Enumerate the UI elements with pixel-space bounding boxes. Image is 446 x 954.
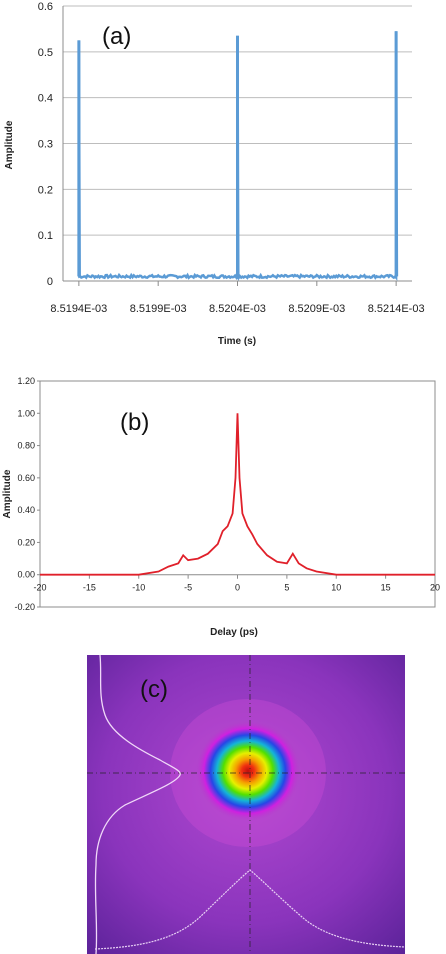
b-xtick-label: -15 bbox=[83, 583, 96, 593]
chart-b: 1.20 1.00 0.80 0.60 0.40 0.20 0.00 -0.20 -20 -15… bbox=[2, 376, 440, 638]
a-xtick-label: 8.5194E-03 bbox=[50, 303, 107, 315]
a-xtick-label: 8.5204E-03 bbox=[209, 303, 266, 315]
b-xtick-label: 0 bbox=[235, 583, 240, 593]
vertical-intensity-profile bbox=[94, 655, 181, 954]
b-ytick-label: 0.60 bbox=[17, 473, 35, 483]
b-xlabel: Delay (ps) bbox=[210, 627, 258, 638]
a-ytick-label: 0.4 bbox=[38, 93, 53, 105]
b-ytick-label: 0.80 bbox=[17, 441, 35, 451]
chart-a: 0 0.1 0.2 0.3 0.4 0.5 0.6 8.5194E-03 8.5199E-03… bbox=[4, 1, 425, 347]
a-ytick-label: 0.1 bbox=[38, 230, 53, 242]
b-ytick-label: 1.20 bbox=[17, 376, 35, 386]
horizontal-intensity-profile bbox=[94, 869, 406, 950]
beam-profile-image: (c) bbox=[87, 655, 406, 954]
b-ylabel: Amplitude bbox=[2, 469, 13, 518]
a-xtick-label: 8.5199E-03 bbox=[130, 303, 187, 315]
a-panel-tag: (a) bbox=[102, 23, 131, 50]
b-xtick-label: -5 bbox=[184, 583, 192, 593]
b-xtick-label: 5 bbox=[284, 583, 289, 593]
b-ytick-label: -0.20 bbox=[14, 602, 35, 612]
b-xtick-label: -10 bbox=[132, 583, 145, 593]
b-panel-tag: (b) bbox=[120, 409, 149, 436]
a-ytick-label: 0.5 bbox=[38, 47, 53, 59]
b-xtick-label: 10 bbox=[331, 583, 341, 593]
a-ylabel: Amplitude bbox=[4, 120, 15, 169]
b-ytick-label: 0.20 bbox=[17, 537, 35, 547]
a-ytick-label: 0.2 bbox=[38, 184, 53, 196]
b-ytick-label: 0.00 bbox=[17, 570, 35, 580]
c-panel-tag: (c) bbox=[140, 676, 168, 703]
b-xtick-label: 20 bbox=[430, 583, 440, 593]
b-ytick-label: 0.40 bbox=[17, 505, 35, 515]
beam-spot bbox=[196, 721, 300, 821]
a-xtick-label: 8.5214E-03 bbox=[368, 303, 425, 315]
b-xtick-label: 15 bbox=[381, 583, 391, 593]
b-series-line bbox=[40, 413, 435, 576]
b-xtick-label: -20 bbox=[33, 583, 46, 593]
b-ytick-label: 1.00 bbox=[17, 408, 35, 418]
a-ytick-label: 0.3 bbox=[38, 139, 53, 151]
a-ytick-label: 0 bbox=[47, 276, 53, 288]
a-ytick-label: 0.6 bbox=[38, 1, 53, 13]
a-xtick-label: 8.5209E-03 bbox=[288, 303, 345, 315]
a-xlabel: Time (s) bbox=[218, 336, 256, 347]
